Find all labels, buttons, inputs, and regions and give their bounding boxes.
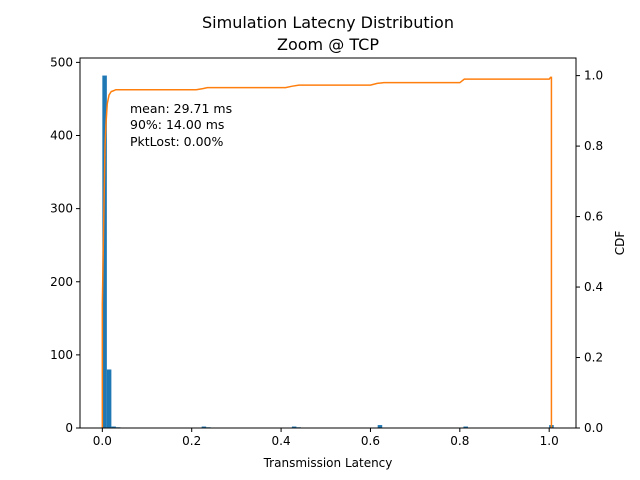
y2-tick-label: 0.4 xyxy=(584,280,603,294)
y-tick-label: 100 xyxy=(50,348,73,362)
histogram-bar-0 xyxy=(102,75,107,428)
x-axis-label: Transmission Latency xyxy=(263,456,393,470)
annotation-mean: mean: 29.71 ms xyxy=(130,101,232,116)
histogram-bar-1 xyxy=(106,369,112,428)
x-tick-label: 0.6 xyxy=(361,434,380,448)
x-axis-ticks: 0.0 0.2 0.4 0.6 0.8 1.0 xyxy=(93,428,559,448)
histogram-bar-8 xyxy=(377,425,383,428)
x-tick-label: 0.0 xyxy=(93,434,112,448)
annotation-pktlost: PktLost: 0.00% xyxy=(130,134,224,149)
y2-axis-ticks: 0.0 0.2 0.4 0.6 0.8 1.0 xyxy=(576,69,603,435)
y2-tick-label: 0.6 xyxy=(584,210,603,224)
x-tick-label: 0.8 xyxy=(450,434,469,448)
y-tick-label: 0 xyxy=(65,421,73,435)
stats-annotation: mean: 29.71 ms 90%: 14.00 ms PktLost: 0.… xyxy=(130,101,232,149)
y2-axis-label: CDF xyxy=(613,231,627,256)
histogram-bar-6 xyxy=(291,426,297,428)
y2-tick-label: 1.0 xyxy=(584,69,603,83)
histogram-bar-9 xyxy=(463,426,468,428)
x-tick-label: 0.4 xyxy=(272,434,291,448)
y-tick-label: 400 xyxy=(50,129,73,143)
y2-tick-label: 0.8 xyxy=(584,139,603,153)
y-tick-label: 200 xyxy=(50,275,73,289)
histogram-bar-4 xyxy=(201,426,207,428)
x-tick-label: 0.2 xyxy=(182,434,201,448)
y-tick-label: 500 xyxy=(50,55,73,69)
cdf-line xyxy=(101,76,553,428)
plot-frame xyxy=(79,57,577,429)
y-tick-label: 300 xyxy=(50,202,73,216)
histogram-bar-2 xyxy=(111,426,116,428)
x-tick-label: 1.0 xyxy=(540,434,559,448)
chart-subtitle: Zoom @ TCP xyxy=(277,35,379,54)
annotation-90pct: 90%: 14.00 ms xyxy=(130,117,224,132)
y2-tick-label: 0.2 xyxy=(584,351,603,365)
y2-tick-label: 0.0 xyxy=(584,421,603,435)
chart-title: Simulation Latecny Distribution xyxy=(202,13,454,32)
y-axis-ticks: 0 100 200 300 400 500 xyxy=(50,55,80,435)
